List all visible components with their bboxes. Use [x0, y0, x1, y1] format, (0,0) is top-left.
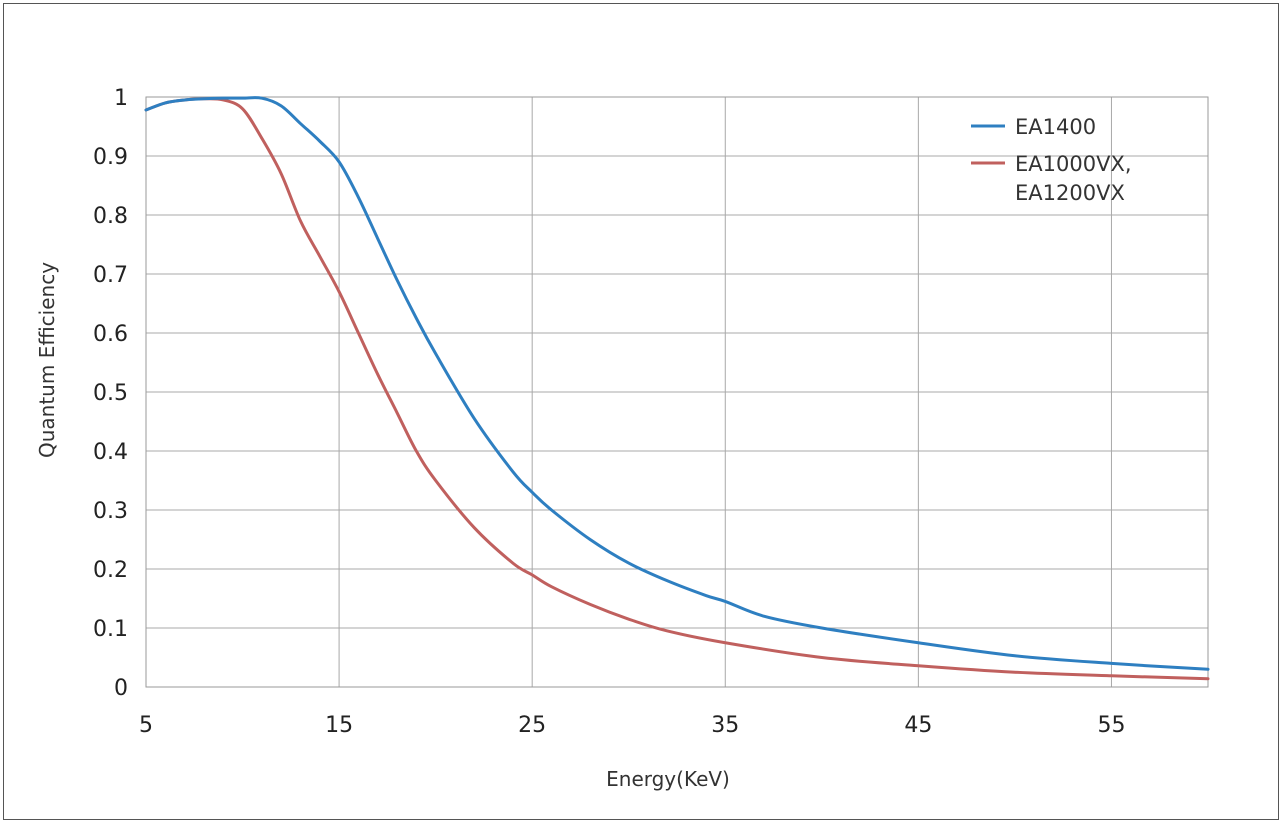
- x-tick-label: 15: [325, 713, 353, 738]
- x-tick-label: 5: [139, 713, 153, 738]
- legend: EA1400 EA1000VX, EA1200VX: [971, 115, 1132, 205]
- y-tick-label: 0.3: [93, 499, 128, 524]
- y-tick-label: 0: [114, 676, 128, 701]
- y-tick-label: 0.5: [93, 381, 128, 406]
- y-tick-label: 0.1: [93, 617, 128, 642]
- y-tick-label: 0.9: [93, 145, 128, 170]
- y-tick-label: 0.4: [93, 440, 128, 465]
- y-tick-label: 1: [114, 86, 128, 111]
- series-line-ea1400: [144, 96, 1210, 671]
- x-tick-label: 25: [518, 713, 546, 738]
- x-axis-title: Energy(KeV): [606, 767, 730, 791]
- legend-label-ea1400: EA1400: [1015, 115, 1096, 139]
- x-tick-label: 55: [1097, 713, 1125, 738]
- chart-frame: [3, 3, 1279, 820]
- y-tick-label: 0.6: [93, 322, 128, 347]
- series-layer: [144, 96, 1210, 681]
- x-tick-label: 35: [711, 713, 739, 738]
- legend-label-ea1000vx-line1: EA1000VX,: [1015, 152, 1132, 176]
- x-tick-labels: 5 15 25 35 45 55: [139, 713, 1125, 738]
- x-tick-label: 45: [904, 713, 932, 738]
- plot-area-border: [145, 96, 1209, 688]
- y-tick-label: 0.7: [93, 263, 128, 288]
- legend-label-ea1200vx-line2: EA1200VX: [1015, 181, 1125, 205]
- y-axis-title: Quantum Efficiency: [35, 262, 59, 458]
- series-line-ea1000vx-ea1200vx: [144, 97, 1210, 681]
- y-tick-label: 0.2: [93, 558, 128, 583]
- y-tick-labels: 0 0.1 0.2 0.3 0.4 0.5 0.6 0.7 0.8 0.9 1: [93, 86, 128, 701]
- y-tick-label: 0.8: [93, 204, 128, 229]
